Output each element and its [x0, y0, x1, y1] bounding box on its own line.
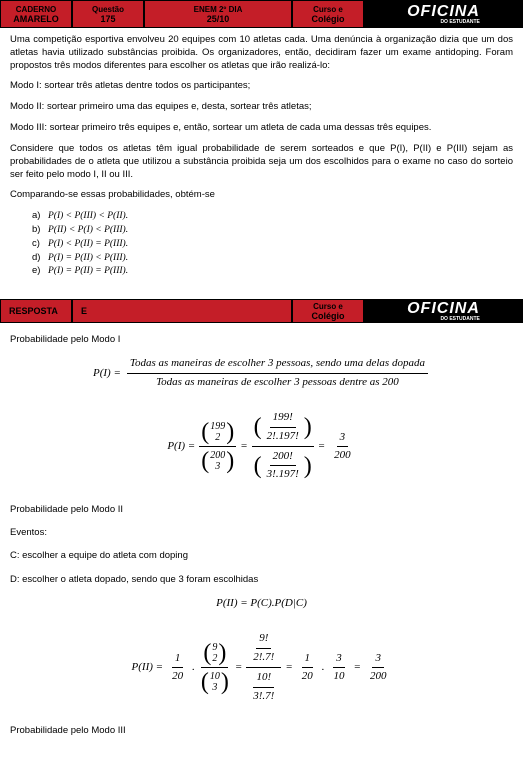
exam-cell: ENEM 2º DIA 25/10	[144, 0, 292, 28]
eventos-label: Eventos:	[10, 526, 513, 539]
questao-cell: Questão 175	[72, 0, 144, 28]
event-d: D: escolher o atleta dopado, sendo que 3…	[10, 573, 513, 586]
modo-1: Modo I: sortear três atletas dentre todo…	[10, 80, 513, 93]
question-intro: Uma competição esportiva envolveu 20 equ…	[10, 34, 513, 72]
logo-cell: OFICINA DO ESTUDANTE	[364, 0, 523, 28]
modo-3: Modo III: sortear primeiro três equipes …	[10, 122, 513, 135]
answer-body: Probabilidade pelo Modo I P(I) = Todas a…	[0, 323, 523, 757]
questao-label: Questão	[92, 5, 124, 14]
curso-value: Colégio	[312, 14, 345, 24]
curso-label: Curso e	[313, 5, 343, 14]
option-a: a)P(I) < P(III) < P(II).	[32, 210, 513, 223]
exam-value: 25/10	[207, 14, 230, 24]
f1-den: Todas as maneiras de escolher 3 pessoas …	[153, 374, 402, 390]
logo-sub: DO ESTUDANTE	[440, 19, 479, 25]
questao-value: 175	[100, 14, 115, 24]
prob-modo-3-title: Probabilidade pelo Modo III	[10, 724, 513, 737]
option-d: d)P(I) = P(II) < P(III).	[32, 252, 513, 265]
resposta-value: E	[72, 299, 292, 323]
event-c: C: escolher a equipe do atleta com dopin…	[10, 549, 513, 562]
f1-num: Todas as maneiras de escolher 3 pessoas,…	[127, 356, 428, 373]
formula-4: P(II) = 120 . (92) (103) = 9!2!.7! 10!3!…	[10, 629, 513, 706]
prob-modo-2-title: Probabilidade pelo Modo II	[10, 503, 513, 516]
question-body: Uma competição esportiva envolveu 20 equ…	[0, 28, 523, 285]
answer-curso-value: Colégio	[312, 311, 345, 321]
curso-cell: Curso e Colégio	[292, 0, 364, 28]
options-list: a)P(I) < P(III) < P(II). b)P(II) < P(I) …	[10, 210, 513, 278]
formula-1: P(I) = Todas as maneiras de escolher 3 p…	[10, 356, 513, 390]
prob-modo-1-title: Probabilidade pelo Modo I	[10, 333, 513, 346]
answer-logo-sub: DO ESTUDANTE	[440, 316, 479, 322]
option-c: c)P(I) < P(II) = P(III).	[32, 238, 513, 251]
answer-curso-cell: Curso e Colégio	[292, 299, 364, 323]
consider-text: Considere que todos os atletas têm igual…	[10, 143, 513, 181]
modo-2: Modo II: sortear primeiro uma das equipe…	[10, 101, 513, 114]
caderno-label: CADERNO	[16, 5, 56, 14]
caderno-cell: CADERNO AMARELO	[0, 0, 72, 28]
formula-2: P(I) = (1992) (2003) = (199!2!.197!) (20…	[10, 408, 513, 485]
resposta-label: RESPOSTA	[0, 299, 72, 323]
option-e: e)P(I) = P(II) = P(III).	[32, 265, 513, 278]
option-b: b)P(II) < P(I) < P(III).	[32, 224, 513, 237]
answer-logo-cell: OFICINA DO ESTUDANTE	[364, 299, 523, 323]
compare-text: Comparando-se essas probabilidades, obté…	[10, 189, 513, 202]
answer-curso-label: Curso e	[313, 302, 343, 311]
answer-header: RESPOSTA E Curso e Colégio OFICINA DO ES…	[0, 299, 523, 323]
formula-3: P(II) = P(C).P(D|C)	[10, 596, 513, 611]
question-header: CADERNO AMARELO Questão 175 ENEM 2º DIA …	[0, 0, 523, 28]
caderno-value: AMARELO	[13, 14, 59, 24]
exam-label: ENEM 2º DIA	[194, 5, 243, 14]
